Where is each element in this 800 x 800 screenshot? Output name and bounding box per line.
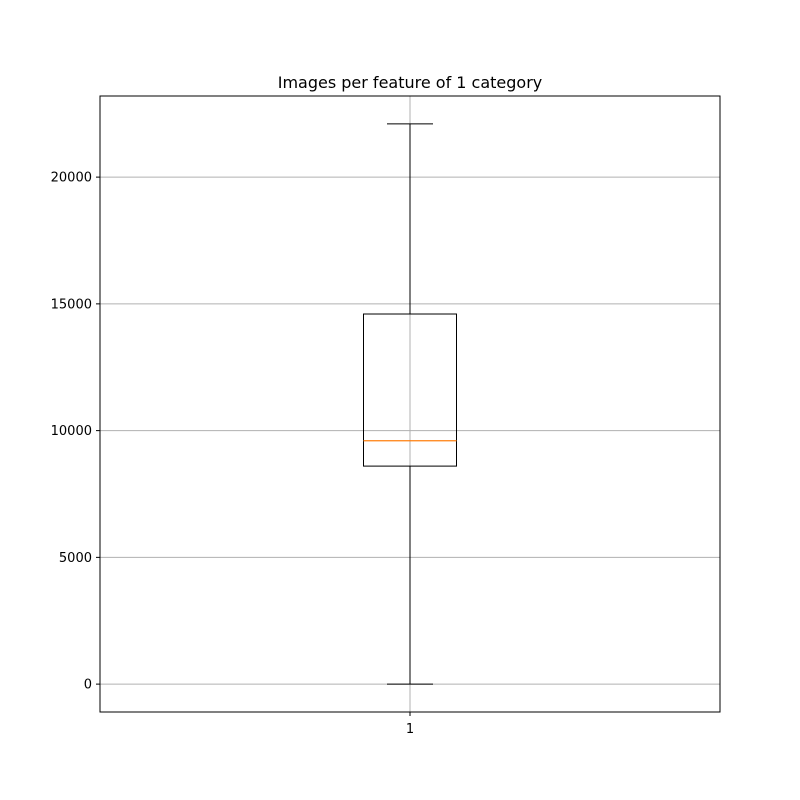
y-tick-label: 20000 [51,171,92,186]
x-tick-label: 1 [406,722,414,737]
iqr-box [363,313,457,467]
y-tick-label: 15000 [51,297,92,312]
chart-title: Images per feature of 1 category [278,73,543,92]
y-tick-label: 5000 [59,551,92,566]
y-tick-label: 10000 [51,424,92,439]
y-tick-label: 0 [84,678,92,693]
y-axis-ticks: 0 5000 10000 15000 20000 [51,171,100,693]
x-axis-ticks: 1 [406,712,414,737]
box-plot [363,123,457,685]
box-1 [363,123,457,685]
